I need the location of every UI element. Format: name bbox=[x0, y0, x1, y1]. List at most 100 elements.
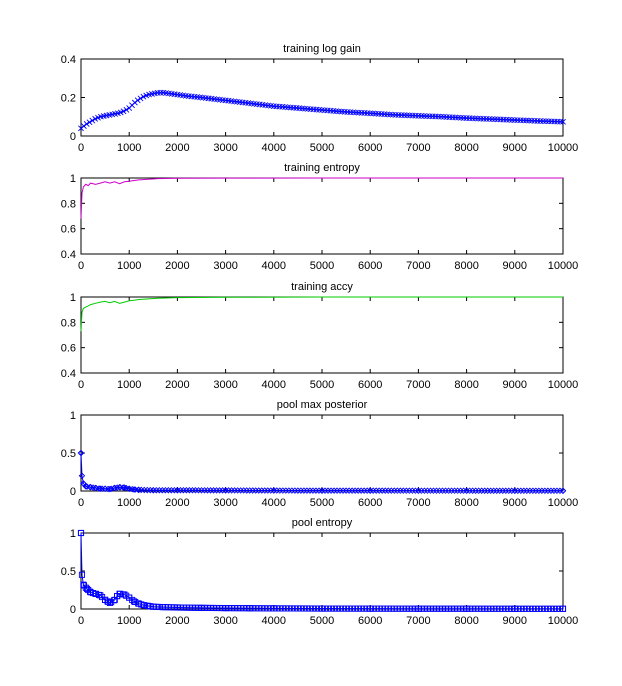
x-tick-label: 10000 bbox=[548, 497, 579, 509]
y-tick-label: 0.8 bbox=[61, 317, 76, 329]
x-tick-label: 9000 bbox=[503, 615, 527, 627]
data-point bbox=[270, 605, 277, 612]
data-point bbox=[77, 529, 85, 537]
x-tick-label: 1000 bbox=[117, 142, 141, 154]
x-tick-label: 4000 bbox=[262, 142, 286, 154]
data-point bbox=[135, 486, 143, 494]
data-point bbox=[463, 605, 470, 612]
x-tick-label: 4000 bbox=[262, 379, 286, 391]
y-tick-label: 0 bbox=[70, 131, 76, 143]
series-1 bbox=[80, 296, 563, 332]
data-point bbox=[137, 95, 144, 102]
data-point bbox=[82, 483, 90, 490]
x-tick-label: 0 bbox=[78, 379, 84, 391]
x-tick-label: 7000 bbox=[406, 615, 430, 627]
data-point bbox=[174, 487, 181, 494]
axes-box bbox=[80, 58, 564, 137]
x-tick-label: 4000 bbox=[262, 497, 286, 509]
axes-box bbox=[80, 177, 564, 255]
y-tick-label: 0.4 bbox=[61, 368, 76, 380]
data-point bbox=[318, 605, 326, 612]
y-tick-label: 0 bbox=[70, 604, 76, 616]
x-tick-label: 9000 bbox=[503, 497, 527, 509]
x-tick-label: 6000 bbox=[358, 260, 382, 272]
y-tick-label: 0.5 bbox=[61, 566, 76, 578]
data-point bbox=[559, 487, 567, 495]
series-1 bbox=[77, 449, 567, 495]
chart-title: pool entropy bbox=[292, 517, 353, 529]
subplot-3: training accy 0 1000 2000 3000 4000 5000 6000 70… bbox=[61, 281, 579, 391]
x-tick-label: 8000 bbox=[454, 379, 478, 391]
data-point bbox=[150, 603, 157, 610]
x-tick-label: 5000 bbox=[310, 379, 334, 391]
data-point bbox=[123, 106, 130, 113]
y-tick-label: 0.4 bbox=[61, 54, 76, 66]
data-point bbox=[86, 119, 93, 126]
x-tick-label: 4000 bbox=[262, 615, 286, 627]
y-tick-label: 0.2 bbox=[61, 93, 76, 105]
data-point bbox=[126, 594, 133, 601]
y-tick-label: 0.4 bbox=[61, 249, 76, 261]
data-point bbox=[560, 118, 566, 125]
x-tick-label: 3000 bbox=[213, 142, 237, 154]
data-point bbox=[78, 571, 86, 578]
x-tick-label: 8000 bbox=[454, 615, 478, 627]
x-tick-label: 7000 bbox=[406, 142, 430, 154]
chart-title: training entropy bbox=[284, 162, 360, 174]
x-tick-label: 10000 bbox=[548, 142, 579, 154]
x-tick-label: 5000 bbox=[310, 260, 334, 272]
x-tick-label: 6000 bbox=[358, 497, 382, 509]
data-point bbox=[116, 483, 123, 491]
data-point bbox=[270, 487, 278, 494]
x-tick-label: 9000 bbox=[503, 379, 527, 391]
series-1 bbox=[80, 177, 563, 219]
data-point bbox=[77, 449, 85, 457]
x-tick-label: 1000 bbox=[117, 497, 141, 509]
x-tick-label: 3000 bbox=[213, 260, 237, 272]
subplot-2: training entropy 0 1000 2000 3000 4000 5000 600… bbox=[61, 162, 579, 272]
x-tick-label: 2000 bbox=[165, 142, 189, 154]
x-tick-label: 1000 bbox=[117, 379, 141, 391]
x-tick-label: 6000 bbox=[358, 615, 382, 627]
data-point bbox=[222, 487, 229, 494]
chart-title: training accy bbox=[291, 281, 353, 293]
data-point bbox=[106, 485, 114, 493]
x-tick-label: 7000 bbox=[406, 260, 430, 272]
x-tick-label: 1000 bbox=[117, 615, 141, 627]
x-tick-label: 0 bbox=[78, 615, 84, 627]
x-tick-label: 8000 bbox=[454, 260, 478, 272]
x-tick-label: 1000 bbox=[117, 260, 141, 272]
data-point bbox=[125, 485, 133, 492]
x-tick-label: 3000 bbox=[213, 497, 237, 509]
data-point bbox=[174, 604, 181, 611]
y-tick-label: 1 bbox=[70, 528, 76, 540]
data-point bbox=[415, 487, 422, 494]
series-line bbox=[80, 296, 563, 332]
data-point bbox=[121, 484, 128, 491]
x-tick-label: 0 bbox=[78, 260, 84, 272]
data-point bbox=[415, 605, 422, 612]
data-point bbox=[246, 605, 253, 612]
x-tick-label: 7000 bbox=[406, 379, 430, 391]
data-point bbox=[83, 121, 90, 127]
x-tick-label: 10000 bbox=[548, 260, 579, 272]
subplot-1: training log gain 0 1000 2000 3000 4000 5000 60… bbox=[61, 43, 579, 154]
axes-box bbox=[80, 296, 564, 374]
data-point bbox=[80, 123, 87, 129]
data-point bbox=[463, 487, 470, 494]
data-point bbox=[120, 108, 127, 115]
x-tick-label: 5000 bbox=[310, 615, 334, 627]
y-tick-label: 0.6 bbox=[61, 343, 76, 355]
data-point bbox=[97, 485, 104, 492]
x-tick-label: 3000 bbox=[213, 615, 237, 627]
data-point bbox=[92, 484, 99, 492]
x-tick-label: 8000 bbox=[454, 142, 478, 154]
series-1 bbox=[78, 89, 566, 132]
x-tick-label: 2000 bbox=[165, 379, 189, 391]
axes-box bbox=[80, 532, 564, 610]
data-point bbox=[97, 592, 104, 599]
data-point bbox=[89, 117, 96, 124]
y-tick-label: 0.6 bbox=[61, 224, 76, 236]
x-tick-label: 2000 bbox=[165, 260, 189, 272]
